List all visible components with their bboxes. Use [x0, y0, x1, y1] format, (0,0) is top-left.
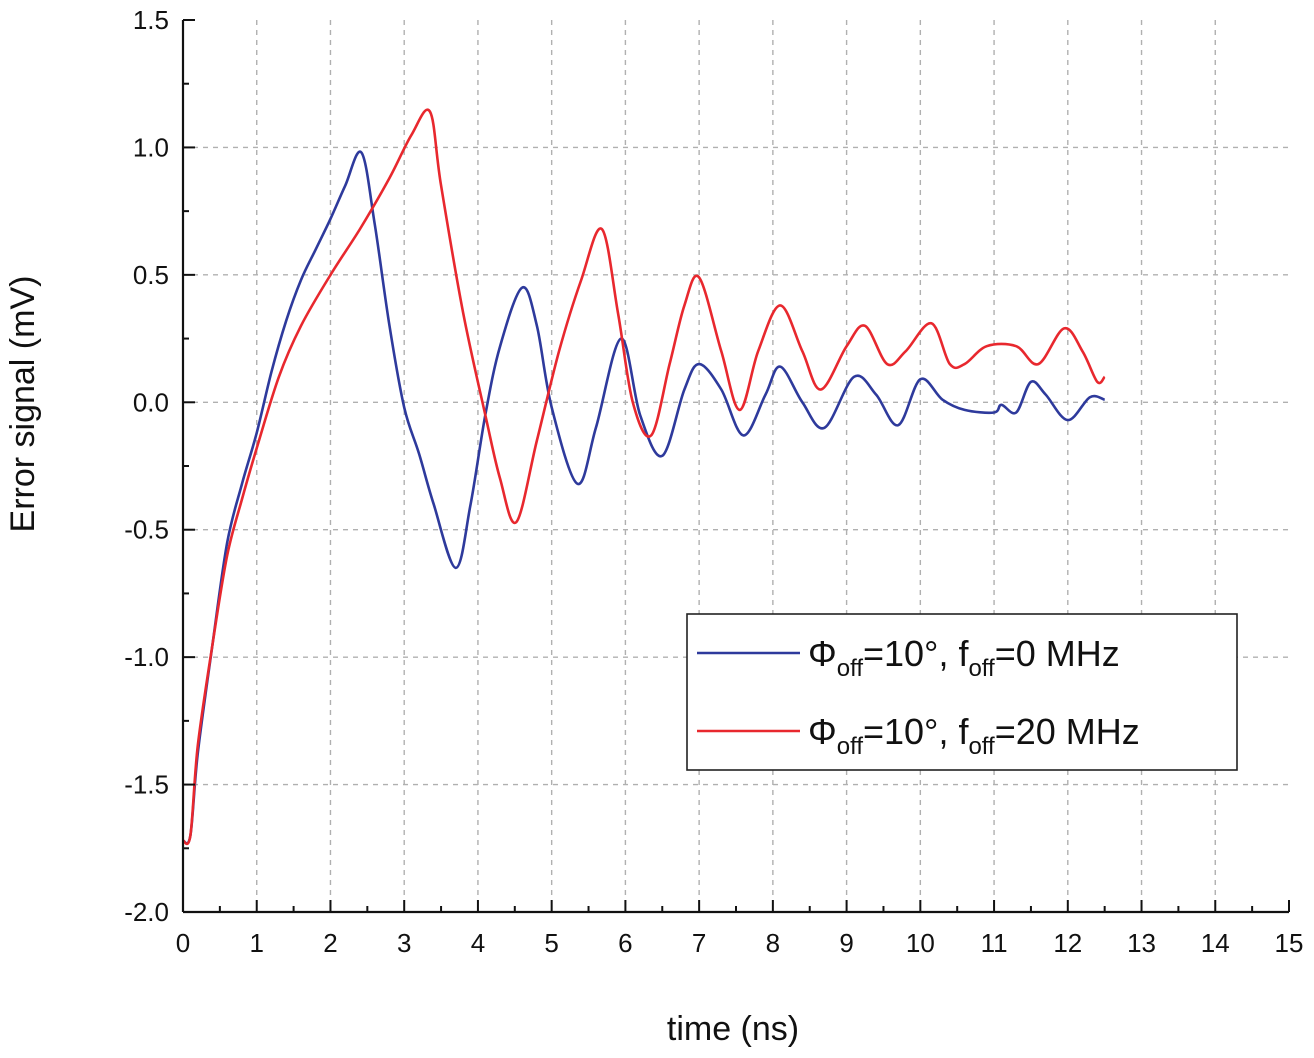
legend-label-series-1: Φoff=10°, foff=0 MHz — [808, 633, 1120, 682]
x-tick-label: 10 — [906, 928, 935, 958]
plot-area — [181, 108, 1106, 846]
x-tick-label: 12 — [1053, 928, 1082, 958]
y-tick-label: -1.5 — [124, 770, 169, 800]
x-tick-label: 14 — [1201, 928, 1230, 958]
x-tick-label: 13 — [1127, 928, 1156, 958]
x-tick-label: 9 — [839, 928, 853, 958]
legend-label-series-2: Φoff=10°, foff=20 MHz — [808, 711, 1140, 760]
x-tick-label: 8 — [766, 928, 780, 958]
y-tick-label: 1.5 — [133, 5, 169, 35]
x-axis-title: time (ns) — [667, 1010, 799, 1048]
y-tick-label: -0.5 — [124, 515, 169, 545]
y-tick-label: 1.0 — [133, 132, 169, 162]
y-tick-label: -1.0 — [124, 642, 169, 672]
x-tick-label: 2 — [323, 928, 337, 958]
x-tick-label: 0 — [176, 928, 190, 958]
ticks: 0 1 2 3 4 5 6 7 8 9 10 11 12 13 14 15-2.0-1.5-1.0-0.50.… — [124, 5, 1303, 958]
x-tick-label: 15 — [1275, 928, 1304, 958]
x-tick-label: 6 — [618, 928, 632, 958]
series-line-2 — [181, 108, 1106, 846]
legend: Φoff=10°, foff=0 MHz Φoff=10°, foff=20 M… — [686, 613, 1238, 771]
x-tick-label: 1 — [249, 928, 263, 958]
x-tick-label: 11 — [981, 928, 1008, 958]
series-line-1 — [181, 150, 1106, 845]
grid — [183, 20, 1289, 912]
x-tick-label: 4 — [471, 928, 485, 958]
x-tick-label: 5 — [544, 928, 558, 958]
y-tick-label: -2.0 — [124, 897, 169, 927]
legend-box — [686, 613, 1238, 771]
y-tick-label: 0.0 — [133, 387, 169, 417]
y-tick-label: 0.5 — [133, 260, 169, 290]
axes — [181, 20, 1289, 914]
x-tick-label: 3 — [397, 928, 411, 958]
y-axis-title: Error signal (mV) — [4, 276, 42, 533]
x-tick-label: 7 — [692, 928, 706, 958]
